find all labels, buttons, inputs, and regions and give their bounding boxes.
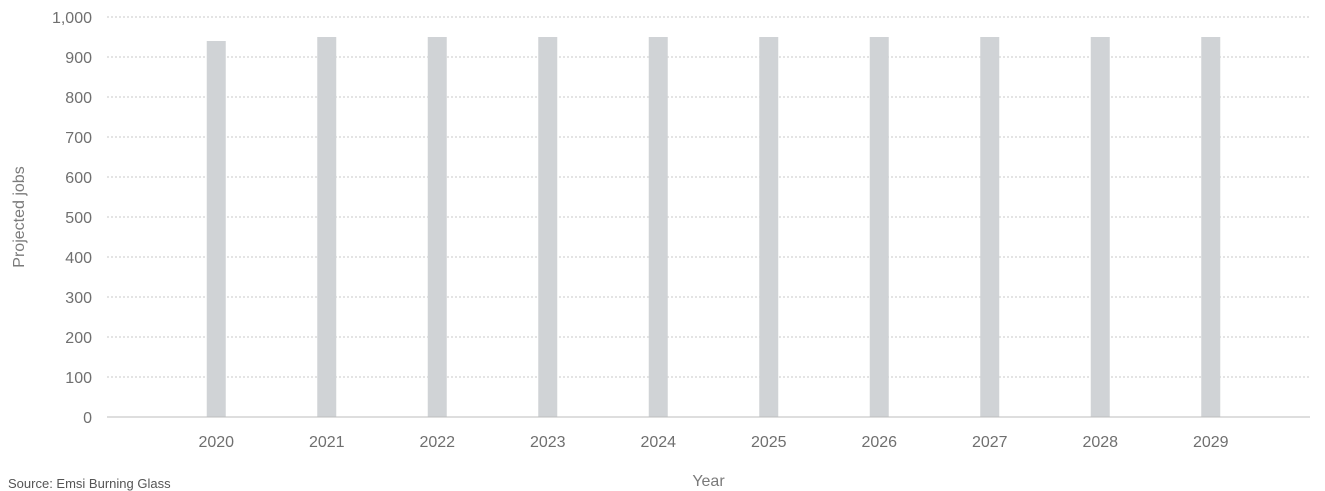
x-tick-label: 2029: [1193, 434, 1229, 451]
gridlines: [107, 16, 1310, 378]
y-tick-label: 0: [83, 410, 92, 427]
y-axis-ticks: 0 100 200 300 400 500 600 700 800 900 1,000: [52, 10, 92, 427]
x-tick-label: 2021: [309, 434, 345, 451]
x-axis-title: Year: [692, 473, 725, 490]
y-tick-label: 100: [65, 370, 92, 387]
y-tick-label: 400: [65, 250, 92, 267]
x-axis-ticks: 2020 2021 2022 2023 2024 2025 2026 2027 2028 2029: [198, 434, 1228, 451]
x-tick-label: 2022: [419, 434, 455, 451]
y-tick-label: 200: [65, 330, 92, 347]
x-tick-label: 2028: [1082, 434, 1118, 451]
y-tick-label: 900: [65, 50, 92, 67]
y-tick-label: 300: [65, 290, 92, 307]
bar: [1201, 37, 1221, 417]
bar: [206, 41, 226, 417]
bar: [869, 37, 889, 417]
y-tick-label: 700: [65, 130, 92, 147]
bar: [759, 37, 779, 417]
bar: [427, 37, 447, 417]
bar: [1090, 37, 1110, 417]
x-tick-label: 2026: [861, 434, 897, 451]
x-tick-label: 2023: [530, 434, 566, 451]
x-tick-label: 2020: [198, 434, 234, 451]
y-tick-label: 500: [65, 210, 92, 227]
x-tick-label: 2027: [972, 434, 1008, 451]
x-tick-label: 2025: [751, 434, 787, 451]
y-axis-title: Projected jobs: [11, 166, 28, 267]
bar: [980, 37, 1000, 417]
source-note: Source: Emsi Burning Glass: [8, 476, 171, 491]
y-tick-label: 600: [65, 170, 92, 187]
y-tick-label: 800: [65, 90, 92, 107]
bar: [538, 37, 558, 417]
x-tick-label: 2024: [640, 434, 676, 451]
bar: [317, 37, 337, 417]
bar: [648, 37, 668, 417]
y-tick-label: 1,000: [52, 10, 92, 27]
bars: [206, 37, 1221, 417]
